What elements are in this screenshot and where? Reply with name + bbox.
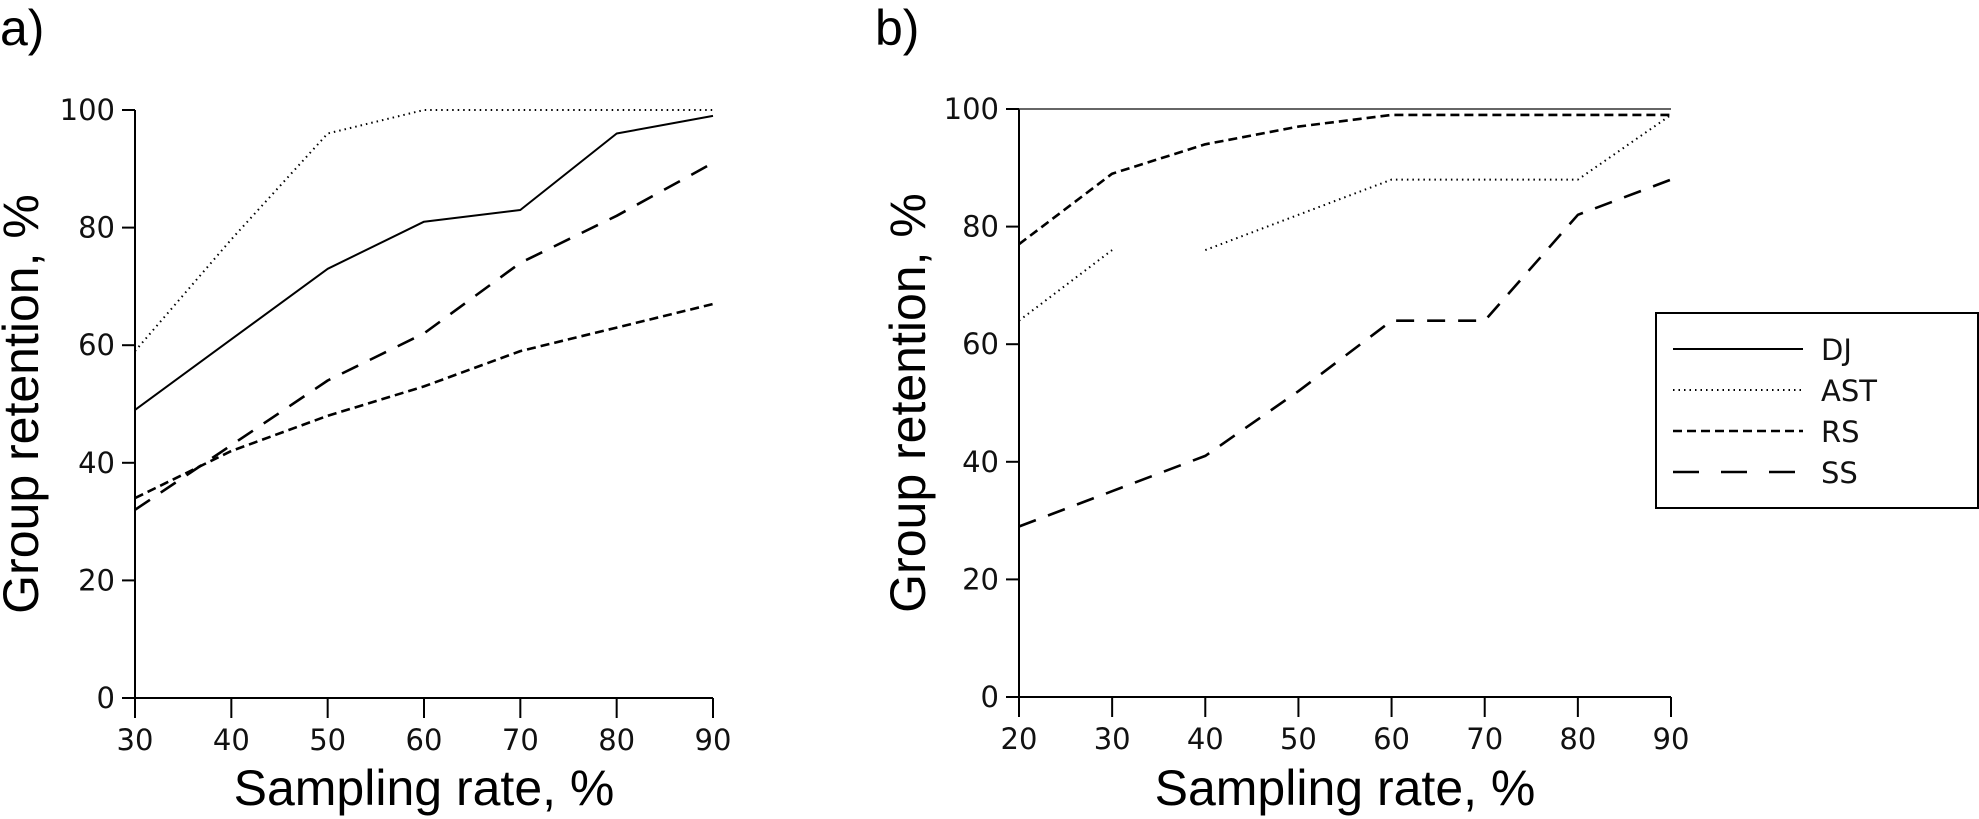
x-tick-label: 30: [1094, 722, 1131, 756]
x-tick-label: 50: [309, 723, 346, 757]
series-line-rs: [134, 302, 714, 500]
y-tick-label: 100: [944, 92, 999, 126]
x-axis-label: Sampling rate, %: [234, 760, 615, 816]
y-tick-label: 80: [78, 211, 115, 245]
panel-label: a): [0, 0, 44, 56]
x-tick-label: 90: [695, 723, 732, 757]
series-line-ast: [134, 109, 713, 352]
panel-label: b): [875, 0, 919, 56]
series-line-rs: [1018, 113, 1671, 246]
x-tick-label: 70: [502, 723, 539, 757]
x-tick-label: 30: [117, 723, 154, 757]
x-tick-label: 70: [1466, 722, 1503, 756]
y-tick-label: 40: [78, 446, 115, 480]
y-tick-label: 0: [97, 681, 115, 715]
series-line-dj: [134, 114, 714, 411]
y-axis-label: Group retention, %: [0, 194, 49, 614]
x-tick-label: 20: [1001, 722, 1038, 756]
legend-box: [1655, 312, 1979, 509]
x-tick-label: 40: [1187, 722, 1224, 756]
legend: DJ AST RS SS: [1655, 312, 1979, 509]
y-tick-label: 0: [981, 680, 999, 714]
x-tick-label: 80: [1559, 722, 1596, 756]
y-tick-label: 40: [962, 445, 999, 479]
legend-label-dj: DJ: [1821, 333, 1852, 367]
legend-label-ast: AST: [1821, 374, 1877, 408]
x-tick-label: 90: [1653, 722, 1690, 756]
x-tick-label: 60: [1373, 722, 1410, 756]
series-line-ss: [1018, 178, 1672, 528]
y-tick-label: 20: [962, 562, 999, 596]
legend-label-ss: SS: [1821, 456, 1858, 490]
legend-label-rs: RS: [1821, 415, 1860, 449]
y-tick-label: 60: [962, 327, 999, 361]
series-line-ss: [134, 161, 714, 511]
x-tick-label: 50: [1280, 722, 1317, 756]
y-tick-label: 20: [78, 563, 115, 597]
x-axis-label: Sampling rate, %: [1155, 760, 1536, 816]
panel-a: a) 0 20 40 60 80 100 30 40 50 60 70 80 90 Sampling rat…: [0, 0, 731, 816]
y-tick-label: 100: [60, 93, 115, 127]
series-line-ast: [1204, 114, 1672, 252]
y-tick-label: 60: [78, 328, 115, 362]
series-line-ast: [1018, 249, 1113, 322]
x-tick-label: 40: [213, 723, 250, 757]
y-tick-label: 80: [962, 210, 999, 244]
x-tick-label: 80: [598, 723, 635, 757]
x-tick-label: 60: [406, 723, 443, 757]
y-axis-label: Group retention, %: [880, 193, 936, 613]
